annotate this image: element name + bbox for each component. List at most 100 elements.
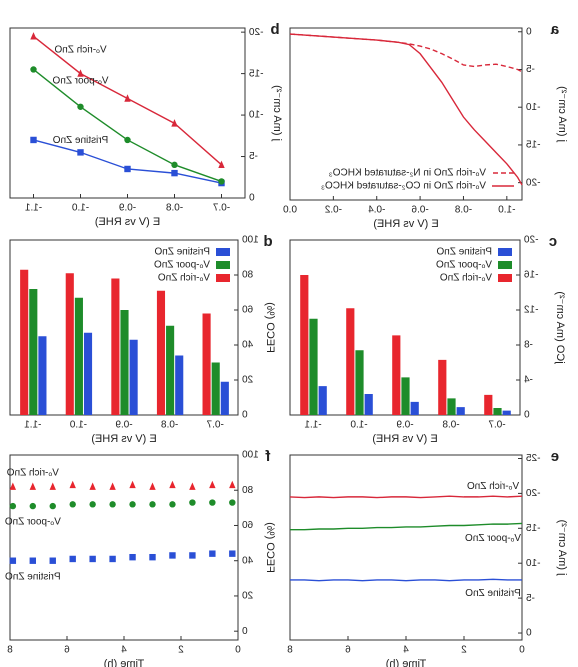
y-tick-label: 0 — [242, 626, 248, 637]
bar — [220, 381, 229, 415]
x-tick-label: 0 — [235, 645, 241, 656]
bar — [410, 401, 419, 415]
point — [29, 502, 36, 510]
bar — [355, 350, 364, 415]
bar — [318, 386, 327, 415]
point — [9, 557, 17, 564]
x-tick-label: 8 — [287, 645, 293, 656]
series-line — [33, 139, 222, 184]
y-tick-label: 60 — [242, 520, 254, 531]
point — [171, 119, 178, 127]
bar — [156, 290, 166, 415]
x-tick-label: 2 — [178, 645, 184, 656]
panel-label: f — [265, 448, 271, 465]
bar — [502, 410, 511, 415]
point — [9, 502, 17, 510]
legend-label: Vₒ-rich ZnO in N₂-saturated KHCO₃ — [329, 168, 486, 179]
point — [229, 480, 236, 489]
y-tick-label: -10 — [526, 558, 541, 569]
plot-frame — [9, 454, 239, 641]
plot-frame — [289, 27, 523, 201]
series-line — [290, 522, 523, 531]
bar — [456, 407, 465, 415]
point — [209, 480, 216, 489]
point — [218, 160, 225, 169]
x-tick-label: -0.8 — [442, 420, 460, 431]
x-tick-label: -1.1 — [24, 420, 42, 431]
y-tick-label: -25 — [526, 453, 541, 464]
y-tick-label: 0 — [249, 193, 255, 204]
x-tick-label: -1.0 — [350, 420, 368, 431]
point — [49, 557, 56, 564]
bar — [300, 275, 309, 415]
panel-label: b — [270, 21, 279, 38]
y-tick-label: 0 — [526, 628, 532, 639]
y-axis-label: j (mA cm⁻²) — [556, 86, 568, 143]
point — [169, 501, 176, 508]
legend-label: Vₒ-rich ZnO in CO₂-saturated KHCO₃ — [321, 181, 486, 192]
series-label: Vₒ-poor ZnO — [465, 533, 521, 544]
y-axis-label: jCO (mA cm⁻²) — [554, 291, 566, 364]
y-axis-label: FECO (%) — [264, 302, 276, 353]
series-line — [290, 578, 522, 582]
x-tick-label: -0.9 — [115, 420, 133, 431]
panel-label: a — [550, 21, 559, 38]
y-tick-label: -15 — [249, 68, 264, 79]
x-axis-label: E (V vs RHE) — [372, 433, 437, 445]
y-tick-label: -20 — [249, 27, 264, 38]
y-tick-label: -5 — [526, 64, 535, 75]
x-tick-label: 4 — [403, 645, 409, 656]
point — [30, 32, 37, 40]
y-tick-label: -10 — [526, 102, 541, 113]
point — [49, 482, 56, 490]
y-axis-label: FECO (%) — [264, 522, 276, 573]
panel-label: d — [263, 233, 272, 250]
x-axis-label: Time (h) — [104, 658, 145, 667]
point — [69, 555, 76, 563]
point — [169, 552, 176, 559]
y-tick-label: 100 — [242, 235, 259, 246]
y-tick-label: 100 — [242, 450, 259, 461]
y-tick-label: -20 — [526, 488, 541, 499]
bar — [175, 355, 184, 415]
y-tick-label: 0 — [242, 410, 248, 421]
point — [89, 555, 96, 563]
point — [30, 66, 37, 73]
point — [124, 136, 131, 144]
x-axis-label: E (V vs RHE) — [373, 218, 438, 230]
point — [49, 502, 56, 510]
legend-swatch — [216, 261, 230, 269]
point — [69, 501, 76, 508]
bar — [29, 289, 38, 415]
x-axis-label: E (V vs RHE) — [95, 216, 160, 228]
point — [171, 161, 178, 169]
panel-label: e — [551, 448, 559, 465]
point — [89, 501, 96, 508]
y-tick-label: 60 — [242, 305, 254, 316]
x-tick-label: -0.2 — [324, 205, 342, 216]
point — [124, 165, 131, 173]
series-line — [289, 495, 523, 499]
x-tick-label: -1.0 — [69, 420, 87, 431]
point — [229, 499, 236, 506]
x-tick-label: -1.0 — [71, 203, 89, 214]
x-tick-label: -0.9 — [396, 420, 414, 431]
bar — [309, 318, 318, 415]
point — [89, 482, 96, 490]
point — [124, 94, 131, 102]
point — [189, 499, 196, 506]
y-tick-label: 80 — [242, 270, 254, 281]
bar — [20, 269, 29, 415]
x-tick-label: -0.6 — [411, 205, 429, 216]
x-tick-label: -0.7 — [206, 420, 224, 431]
y-tick-label: -5 — [526, 593, 535, 604]
point — [149, 501, 156, 508]
bar — [74, 297, 83, 415]
x-tick-label: 0.0 — [283, 205, 297, 216]
y-axis-label: j (mA cm⁻²) — [556, 520, 568, 577]
y-tick-label: 0 — [526, 26, 532, 37]
y-tick-label: 80 — [242, 485, 254, 496]
y-tick-label: -5 — [249, 151, 258, 162]
y-tick-label: -4 — [524, 375, 533, 386]
bar — [65, 273, 74, 415]
